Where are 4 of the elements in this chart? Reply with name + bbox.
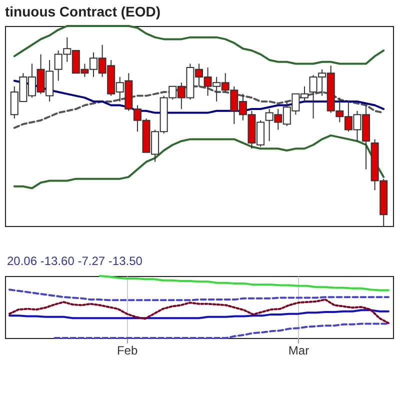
text: 20.06 -13.60 -7.27 -13.50 (7, 254, 143, 268)
chart-title: tinuous Contract (EOD) (5, 3, 161, 20)
x-tick-label: Mar (288, 344, 310, 358)
x-tick-label: Feb (116, 344, 138, 358)
